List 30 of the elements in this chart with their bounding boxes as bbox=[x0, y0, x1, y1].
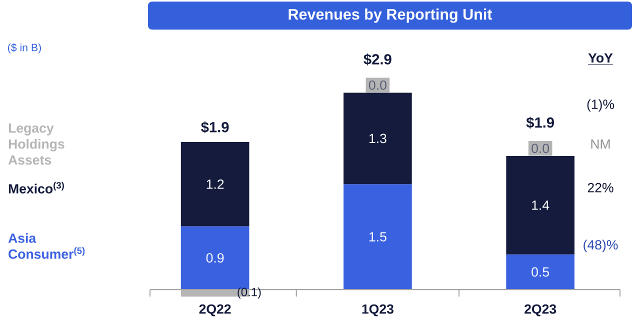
text: Asia Consumer$^{(5)}$ bbox=[8, 233, 85, 259]
total-label: $1.9 bbox=[201, 121, 229, 134]
x-tick-label: 2Q23 bbox=[524, 304, 556, 316]
bar bbox=[506, 254, 574, 290]
data-label: 0.9 bbox=[206, 253, 224, 263]
data-label: 0.0 bbox=[532, 144, 550, 154]
text: ($ in B) bbox=[8, 43, 41, 54]
text: Legacy Holdings Assets bbox=[8, 124, 64, 165]
text: YoY bbox=[588, 53, 613, 63]
data-label: 1.4 bbox=[532, 200, 550, 210]
x-tick-label: 1Q23 bbox=[362, 304, 394, 316]
text: Mexico$^{(3)}$ bbox=[8, 182, 64, 194]
data-label: 0.0 bbox=[368, 80, 386, 90]
data-label: 0.5 bbox=[532, 267, 550, 277]
x-tick-label: 2Q22 bbox=[199, 304, 231, 316]
annotation: NM bbox=[591, 140, 610, 149]
total-label: $1.9 bbox=[526, 116, 554, 129]
data-label: (0.1) bbox=[238, 287, 261, 299]
annotation: (48)% bbox=[584, 240, 618, 252]
bar bbox=[344, 184, 412, 290]
data-label: 1.3 bbox=[369, 134, 386, 144]
data-label: 1.2 bbox=[206, 180, 224, 189]
bar bbox=[506, 156, 574, 254]
data-label: 1.5 bbox=[369, 232, 386, 242]
chart-title: Revenues by Reporting Unit bbox=[288, 8, 492, 23]
bar bbox=[180, 142, 250, 226]
annotation: 22% bbox=[588, 182, 614, 192]
total-label: $2.9 bbox=[364, 54, 392, 66]
annotation: (1)% bbox=[587, 99, 614, 112]
bar bbox=[344, 92, 412, 184]
